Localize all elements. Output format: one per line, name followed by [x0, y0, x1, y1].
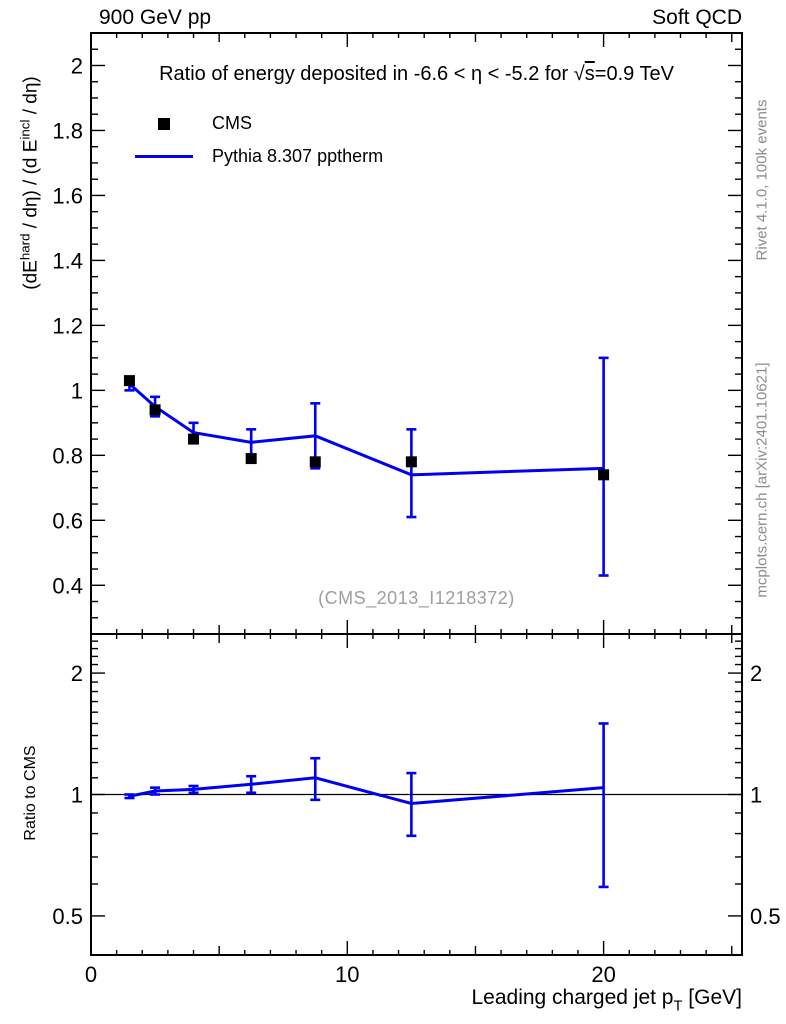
legend: CMS Pythia 8.307 pptherm	[125, 107, 383, 173]
legend-label-pythia: Pythia 8.307 pptherm	[212, 146, 384, 166]
pythia-marker-icon	[125, 155, 203, 158]
x-title-text: Leading charged jet p	[471, 986, 674, 1009]
mc-prediction-line	[129, 776, 604, 806]
plot-title-text: Ratio of energy deposited in -6.6 < η < …	[159, 63, 574, 85]
y-title-part: (dE	[20, 260, 42, 290]
y-title-part: / dη) / (d E	[20, 139, 42, 234]
pythia-series-ratio	[124, 722, 609, 889]
y-axis-title-ratio: Ratio to CMS	[22, 745, 39, 841]
tick-label: 1	[71, 378, 83, 403]
data-point-marker	[405, 456, 417, 468]
x-title-unit: [GeV]	[682, 986, 742, 1009]
data-point-marker	[245, 453, 257, 465]
filled-square-icon	[158, 117, 170, 130]
tick-label: 1	[750, 783, 762, 808]
tick-label: 1	[71, 783, 83, 808]
tick-label: 0.8	[52, 443, 83, 468]
data-point-marker	[598, 469, 610, 481]
tick-label: 0.6	[52, 508, 83, 533]
sqrt-symbol: √	[573, 63, 585, 85]
analysis-id-watermark: (CMS_2013_I1218372)	[318, 588, 515, 608]
tick-label: 1.2	[52, 313, 83, 338]
tick-label: 2	[71, 661, 83, 686]
y-axis-title-main: (dEhard / dη) / (d Eincl / dη)	[17, 76, 42, 289]
tick-label: 2	[750, 661, 762, 686]
pythia-series-main	[124, 356, 609, 577]
legend-label-cms: CMS	[212, 113, 252, 133]
tick-label: 20	[591, 962, 615, 987]
mcplots-arxiv-note: mcplots.cern.ch [arXiv:2401.10621]	[753, 362, 771, 598]
beam-energy-label: 900 GeV pp	[99, 6, 212, 29]
data-point-marker	[309, 456, 321, 468]
legend-item-pythia: Pythia 8.307 pptherm	[125, 140, 383, 173]
tick-label: 0.5	[52, 904, 83, 929]
tick-labels: 0 10 20 0.4 0.6 0.8 1 1.2 1.4 1.6 1.8 2 0.5 0.5 1 1 2 2	[52, 53, 780, 987]
cms-data-points	[123, 375, 610, 481]
y-title-sup-hard: hard	[17, 233, 33, 261]
process-group-label: Soft QCD	[652, 6, 742, 29]
y-title-part: / dη)	[20, 76, 42, 120]
plot-title: Ratio of energy deposited in -6.6 < η < …	[91, 63, 742, 86]
tick-label: 1.6	[52, 183, 83, 208]
line-swatch-icon	[135, 155, 193, 158]
y-title-sup-incl: incl	[17, 119, 33, 140]
data-point-marker	[123, 375, 135, 387]
tick-label: 1.4	[52, 248, 83, 273]
data-point-marker	[149, 404, 161, 416]
mc-prediction-line	[128, 382, 604, 477]
x-axis-title: Leading charged jet pT [GeV]	[91, 986, 742, 1015]
sqrt-s-symbol: s	[584, 63, 595, 85]
data-point-marker	[188, 433, 200, 445]
tick-label: 0.5	[750, 904, 781, 929]
rivet-version-note: Rivet 4.1.0, 100k events	[753, 99, 771, 261]
tick-label: 1.8	[52, 118, 83, 143]
cms-marker-icon	[125, 117, 203, 130]
legend-item-cms: CMS	[125, 107, 383, 140]
plot-title-energy: =0.9 TeV	[594, 63, 674, 85]
tick-label: 0.4	[52, 573, 83, 598]
tick-label: 0	[85, 962, 97, 987]
x-title-sub-t: T	[673, 998, 683, 1015]
tick-label: 2	[71, 53, 83, 78]
tick-label: 10	[335, 962, 359, 987]
